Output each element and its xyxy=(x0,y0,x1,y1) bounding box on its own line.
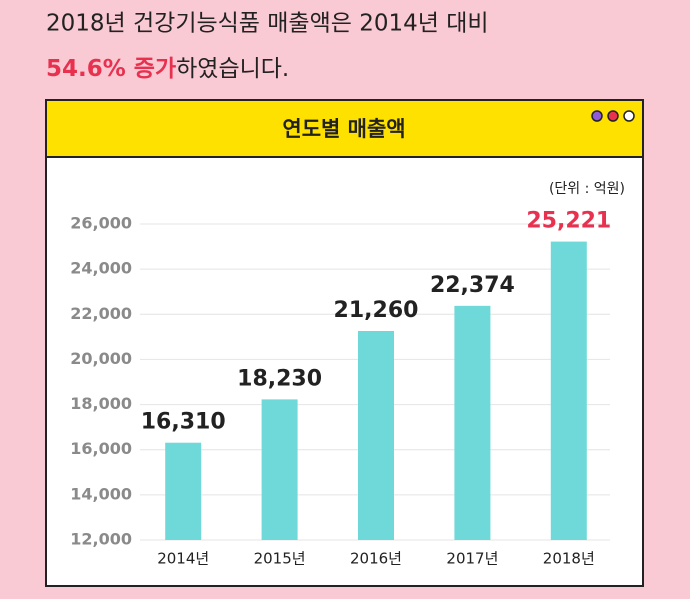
headline-rest: 하였습니다. xyxy=(176,56,289,82)
y-tick-label: 14,000 xyxy=(70,484,132,503)
y-tick-label: 12,000 xyxy=(70,530,132,549)
x-tick-label: 2018년 xyxy=(543,550,595,568)
value-label: 25,221 xyxy=(526,209,611,234)
y-tick-label: 26,000 xyxy=(70,214,132,233)
plot: 12,000 14,000 16,000 18,000 20,000 22,000 24,0… xyxy=(70,209,611,568)
y-tick-label: 16,000 xyxy=(70,439,132,458)
headline-line2: 54.6% 증가하였습니다. xyxy=(46,56,289,82)
window-dot xyxy=(591,110,603,122)
headline-line1: 2018년 건강기능식품 매출액은 2014년 대비 xyxy=(46,11,489,37)
unit-label: (단위 : 억원) xyxy=(549,181,625,197)
chart-title: 연도별 매출액 xyxy=(282,117,405,141)
x-tick-label: 2015년 xyxy=(254,550,306,568)
window-header xyxy=(45,99,644,158)
bar xyxy=(165,442,202,540)
value-label: 22,374 xyxy=(430,273,515,298)
value-label: 18,230 xyxy=(237,366,322,391)
bar xyxy=(550,241,587,541)
bar xyxy=(358,330,394,540)
x-tick-label: 2016년 xyxy=(350,550,402,568)
bar xyxy=(261,399,298,540)
y-tick-label: 22,000 xyxy=(70,304,132,323)
y-tick-label: 24,000 xyxy=(70,259,132,278)
window-dot xyxy=(607,110,619,122)
bar xyxy=(454,305,491,540)
value-label: 21,260 xyxy=(334,298,419,323)
headline-highlight: 54.6% 증가 xyxy=(46,56,176,82)
x-tick-label: 2014년 xyxy=(157,550,209,568)
y-tick-label: 18,000 xyxy=(70,394,132,413)
value-label: 16,310 xyxy=(141,410,226,435)
window xyxy=(45,99,644,587)
x-tick-label: 2017년 xyxy=(446,550,498,568)
y-tick-label: 20,000 xyxy=(70,349,132,368)
window-dot xyxy=(623,110,635,122)
